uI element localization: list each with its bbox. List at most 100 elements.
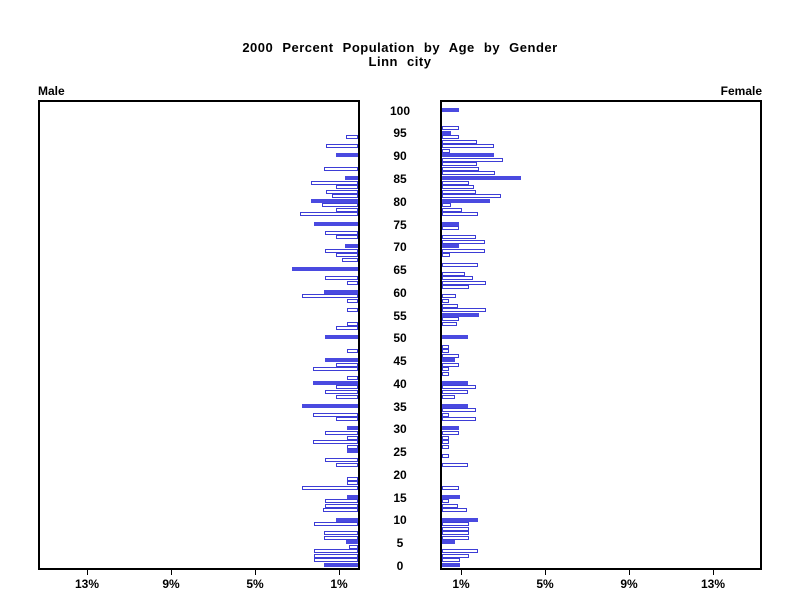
female-bar-age-72 — [442, 235, 476, 240]
female-bar-age-45 — [442, 358, 455, 363]
chart-subtitle: Linn city — [368, 54, 432, 69]
female-bar-age-83 — [442, 185, 474, 190]
male-bar-age-9 — [314, 522, 358, 526]
female-bar-age-50 — [442, 335, 468, 340]
male-bar-age-40 — [313, 380, 358, 385]
male-bar-age-58 — [347, 298, 358, 303]
age-tick-label-65: 65 — [393, 263, 407, 278]
male-bar-age-67 — [342, 257, 358, 262]
male-bar-age-2 — [314, 553, 358, 558]
female-bar-age-61 — [442, 285, 469, 290]
female-bar-age-85 — [442, 176, 521, 180]
female-bar-age-68 — [442, 253, 450, 258]
female-bar-age-74 — [442, 226, 459, 231]
female-bar-age-66 — [442, 262, 478, 267]
female-bar-age-77 — [442, 212, 478, 217]
female-bar-age-35 — [442, 403, 468, 408]
male-bar-age-15 — [347, 494, 358, 499]
female-bar-age-9 — [442, 522, 469, 526]
female-bar-age-87 — [442, 166, 479, 171]
male-panel — [38, 100, 360, 570]
female-bar-age-47 — [442, 349, 449, 353]
female-bar-age-2 — [442, 553, 469, 558]
female-bar-age-7 — [442, 531, 469, 536]
male-bar-age-70 — [345, 244, 358, 249]
male-bar-age-7 — [324, 531, 358, 536]
male-bar-age-25 — [347, 449, 358, 454]
male-bar-age-1 — [314, 558, 358, 563]
male-bar-age-19 — [347, 476, 358, 481]
x-axis-tick — [87, 570, 88, 575]
x-axis-tick-label: 1% — [452, 577, 470, 591]
female-bar-age-48 — [442, 344, 449, 349]
x-axis-tick — [545, 570, 546, 575]
female-bar-age-8 — [442, 526, 469, 531]
female-bar-age-14 — [442, 499, 449, 504]
female-bar-age-15 — [442, 494, 460, 499]
female-bar-age-54 — [442, 317, 459, 322]
age-tick-label-30: 30 — [393, 422, 407, 437]
female-bar-age-43 — [442, 367, 449, 372]
female-bar-age-24 — [442, 453, 449, 458]
age-tick-label-25: 25 — [393, 445, 407, 460]
age-tick-label-50: 50 — [393, 331, 407, 346]
x-axis-tick — [255, 570, 256, 575]
age-tick-label-80: 80 — [393, 194, 407, 209]
age-tick-label-60: 60 — [393, 285, 407, 300]
male-bar-age-72 — [336, 235, 358, 240]
male-bar-age-85 — [345, 176, 358, 180]
age-tick-label-5: 5 — [396, 536, 404, 551]
x-axis-tick-label: 1% — [330, 577, 348, 591]
x-axis-tick-label: 13% — [74, 577, 100, 591]
male-bar-age-52 — [336, 326, 358, 331]
x-axis-tick — [461, 570, 462, 575]
age-tick-label-45: 45 — [393, 354, 407, 369]
age-tick-label-70: 70 — [393, 240, 407, 255]
female-bar-age-63 — [442, 276, 473, 281]
age-tick-label-15: 15 — [393, 490, 407, 505]
male-bar-age-4 — [349, 544, 358, 549]
male-bar-age-12 — [323, 508, 358, 513]
x-axis-tick-label: 5% — [536, 577, 554, 591]
male-bar-age-77 — [300, 212, 358, 217]
female-bar-age-5 — [442, 540, 455, 545]
male-bar-age-37 — [336, 394, 358, 399]
female-bar-age-37 — [442, 394, 455, 399]
male-bar-age-50 — [325, 335, 358, 340]
female-bar-age-75 — [442, 221, 459, 226]
female-bar-age-94 — [442, 135, 459, 139]
female-bar-age-22 — [442, 462, 468, 467]
male-bar-age-80 — [311, 198, 358, 203]
female-bar-age-91 — [442, 148, 450, 153]
male-bar-age-28 — [347, 435, 358, 440]
female-bar-age-40 — [442, 380, 468, 385]
male-bar-age-43 — [313, 367, 358, 372]
male-bar-age-79 — [322, 203, 358, 208]
female-bar-age-34 — [442, 408, 476, 413]
male-bar-age-6 — [324, 535, 358, 540]
female-bar-age-80 — [442, 198, 490, 203]
male-bar-age-87 — [324, 166, 358, 171]
female-bar-age-28 — [442, 435, 449, 440]
male-bar-age-53 — [347, 321, 358, 326]
female-bar-age-62 — [442, 280, 486, 285]
female-bar-age-92 — [442, 144, 494, 149]
female-bar-age-0 — [442, 563, 460, 567]
female-bar-age-57 — [442, 303, 458, 308]
male-bar-age-41 — [347, 376, 358, 381]
male-bar-age-47 — [347, 349, 358, 353]
male-bar-age-17 — [302, 485, 358, 490]
male-bar-age-3 — [314, 549, 358, 554]
female-bar-age-56 — [442, 308, 486, 312]
male-bar-age-62 — [347, 280, 358, 285]
male-bar-age-60 — [324, 289, 358, 294]
male-bar-age-45 — [325, 358, 358, 363]
female-bar-age-32 — [442, 417, 476, 422]
female-bar-age-53 — [442, 321, 457, 326]
female-bar-age-59 — [442, 294, 456, 299]
female-bar-age-81 — [442, 194, 501, 199]
male-bar-age-83 — [336, 185, 358, 190]
male-bar-age-39 — [336, 385, 358, 390]
female-bar-age-1 — [442, 558, 460, 563]
